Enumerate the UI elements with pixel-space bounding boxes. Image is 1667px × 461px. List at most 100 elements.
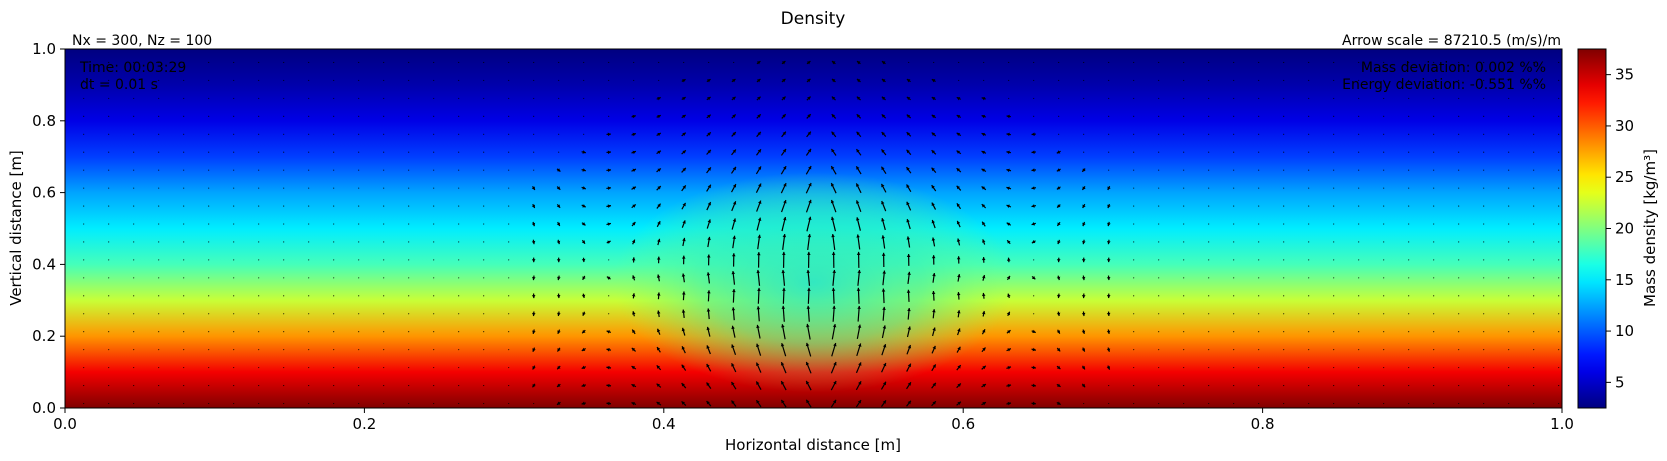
quiver-point bbox=[83, 402, 85, 405]
quiver-point bbox=[1233, 61, 1235, 64]
quiver-point bbox=[1333, 133, 1335, 135]
quiver-point bbox=[358, 169, 360, 171]
quiver-point bbox=[433, 402, 435, 405]
quiver-point bbox=[208, 133, 210, 135]
quiver-point bbox=[183, 331, 185, 333]
quiver-point bbox=[1358, 241, 1360, 243]
quiver-point bbox=[1483, 79, 1485, 81]
quiver-point bbox=[1258, 402, 1260, 405]
quiver-arrowhead bbox=[1007, 348, 1011, 352]
quiver-point bbox=[1333, 385, 1335, 387]
quiver-point bbox=[1283, 277, 1285, 279]
quiver-point bbox=[508, 205, 510, 207]
quiver-point bbox=[1208, 223, 1210, 225]
x-tick-label: 0.4 bbox=[652, 415, 676, 433]
quiver-point bbox=[533, 402, 535, 405]
quiver-point bbox=[1158, 349, 1160, 351]
quiver-point bbox=[408, 331, 410, 333]
quiver-arrowhead bbox=[1006, 150, 1010, 155]
quiver-point bbox=[1383, 241, 1385, 243]
quiver-point bbox=[1483, 385, 1485, 387]
quiver-point bbox=[333, 187, 335, 189]
quiver-arrowhead bbox=[956, 115, 961, 119]
quiver-point bbox=[333, 133, 335, 135]
quiver-arrowhead bbox=[931, 220, 935, 224]
quiver-arrowhead bbox=[632, 168, 636, 173]
quiver-point bbox=[1358, 187, 1360, 189]
quiver-point bbox=[1258, 187, 1260, 189]
quiver-point bbox=[1033, 115, 1035, 117]
quiver-arrowhead bbox=[1007, 384, 1011, 388]
quiver-point bbox=[108, 205, 110, 207]
quiver-arrowhead bbox=[782, 131, 786, 136]
quiver-point bbox=[308, 187, 310, 189]
quiver-point bbox=[633, 97, 635, 99]
quiver-arrowhead bbox=[631, 366, 636, 370]
quiver-arrowhead bbox=[656, 256, 661, 260]
quiver-arrowhead bbox=[1106, 348, 1111, 352]
quiver-arrowhead bbox=[1006, 257, 1011, 261]
quiver-point bbox=[1533, 295, 1535, 297]
quiver-point bbox=[608, 295, 610, 297]
quiver-arrowhead bbox=[780, 362, 785, 366]
quiver-arrowhead bbox=[906, 184, 910, 188]
quiver-arrowhead bbox=[957, 274, 961, 278]
quiver-arrowhead bbox=[882, 344, 887, 348]
quiver-arrowhead bbox=[556, 168, 561, 172]
quiver-point bbox=[83, 79, 85, 81]
quiver-arrowhead bbox=[657, 150, 661, 154]
quiver-point bbox=[1558, 385, 1560, 387]
quiver-arrowhead bbox=[1107, 186, 1111, 191]
quiver-point bbox=[1358, 259, 1360, 261]
quiver-point bbox=[208, 331, 210, 333]
quiver-point bbox=[908, 61, 910, 64]
quiver-point bbox=[1058, 61, 1060, 64]
quiver-point bbox=[183, 187, 185, 189]
quiver-arrowhead bbox=[607, 222, 611, 226]
quiver-arrowhead bbox=[807, 131, 811, 136]
quiver-arrowhead bbox=[582, 222, 586, 226]
y-tick-label: 0.4 bbox=[32, 255, 56, 273]
quiver-point bbox=[1408, 295, 1410, 297]
time-label: Time: 00:03:29 bbox=[79, 60, 186, 76]
quiver-arrowhead bbox=[806, 269, 811, 274]
quiver-point bbox=[1308, 115, 1310, 117]
quiver-point bbox=[108, 61, 110, 64]
quiver-arrowhead bbox=[832, 269, 836, 274]
quiver-point bbox=[283, 402, 285, 405]
quiver-arrowhead bbox=[607, 204, 612, 208]
quiver-point bbox=[508, 61, 510, 64]
quiver-point bbox=[1233, 367, 1235, 369]
quiver-point bbox=[1158, 61, 1160, 64]
quiver-arrowhead bbox=[907, 363, 911, 368]
quiver-arrowhead bbox=[906, 96, 911, 101]
quiver-arrowhead bbox=[756, 269, 760, 274]
quiver-point bbox=[333, 241, 335, 243]
quiver-arrowhead bbox=[1081, 348, 1086, 352]
quiver-point bbox=[283, 169, 285, 171]
quiver-point bbox=[258, 385, 260, 387]
quiver-point bbox=[1358, 79, 1360, 81]
quiver-point bbox=[1183, 385, 1185, 387]
quiver-point bbox=[1508, 79, 1510, 81]
quiver-point bbox=[1508, 385, 1510, 387]
quiver-point bbox=[383, 61, 385, 64]
quiver-point bbox=[358, 223, 360, 225]
quiver-point bbox=[333, 223, 335, 225]
quiver-arrowhead bbox=[532, 383, 536, 388]
quiver-point bbox=[608, 259, 610, 261]
quiver-arrowhead bbox=[1031, 222, 1036, 226]
quiver-arrowhead bbox=[830, 216, 835, 221]
quiver-arrowhead bbox=[1106, 276, 1111, 281]
quiver-point bbox=[1383, 169, 1385, 171]
quiver-point bbox=[1358, 402, 1360, 405]
quiver-point bbox=[1408, 61, 1410, 64]
quiver-point bbox=[458, 331, 460, 333]
quiver-point bbox=[433, 187, 435, 189]
quiver-arrowhead bbox=[982, 221, 986, 226]
quiver-point bbox=[1158, 223, 1160, 225]
quiver-point bbox=[1158, 133, 1160, 135]
quiver-arrowhead bbox=[582, 329, 586, 334]
quiver-point bbox=[1033, 97, 1035, 99]
quiver-point bbox=[283, 295, 285, 297]
